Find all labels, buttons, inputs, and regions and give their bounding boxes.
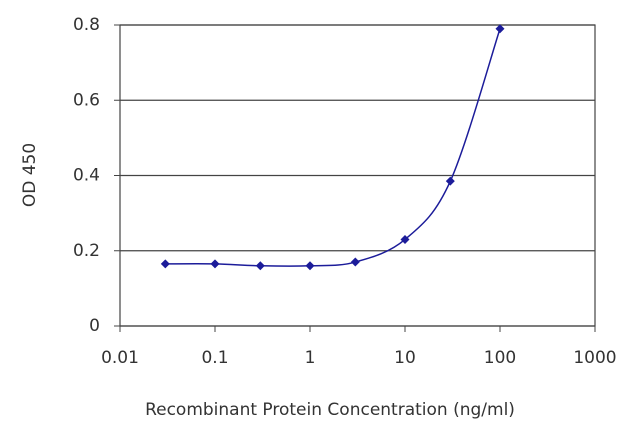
point: [255, 261, 265, 271]
point: [160, 259, 170, 269]
y-axis-label: OD 450: [20, 143, 40, 207]
x-tick-label: 0.01: [101, 348, 139, 368]
y-tick-label: 0.4: [73, 166, 100, 186]
curve: [165, 28, 501, 267]
point: [305, 261, 315, 271]
point: [495, 24, 505, 34]
point: [350, 257, 360, 267]
x-tick-label: 100: [484, 348, 516, 368]
point: [400, 234, 410, 244]
x-tick-label: 0.1: [201, 348, 228, 368]
x-axis-label: Recombinant Protein Concentration (ng/ml…: [145, 400, 515, 420]
y-tick-label: 0.8: [73, 15, 100, 35]
x-tick-label: 10: [394, 348, 416, 368]
y-tick-label: 0.6: [73, 90, 100, 110]
point: [210, 259, 220, 269]
y-tick-label: 0: [89, 316, 100, 336]
point: [445, 176, 455, 186]
x-tick-label: 1000: [573, 348, 616, 368]
x-tick-label: 1: [305, 348, 316, 368]
y-tick-label: 0.2: [73, 241, 100, 261]
